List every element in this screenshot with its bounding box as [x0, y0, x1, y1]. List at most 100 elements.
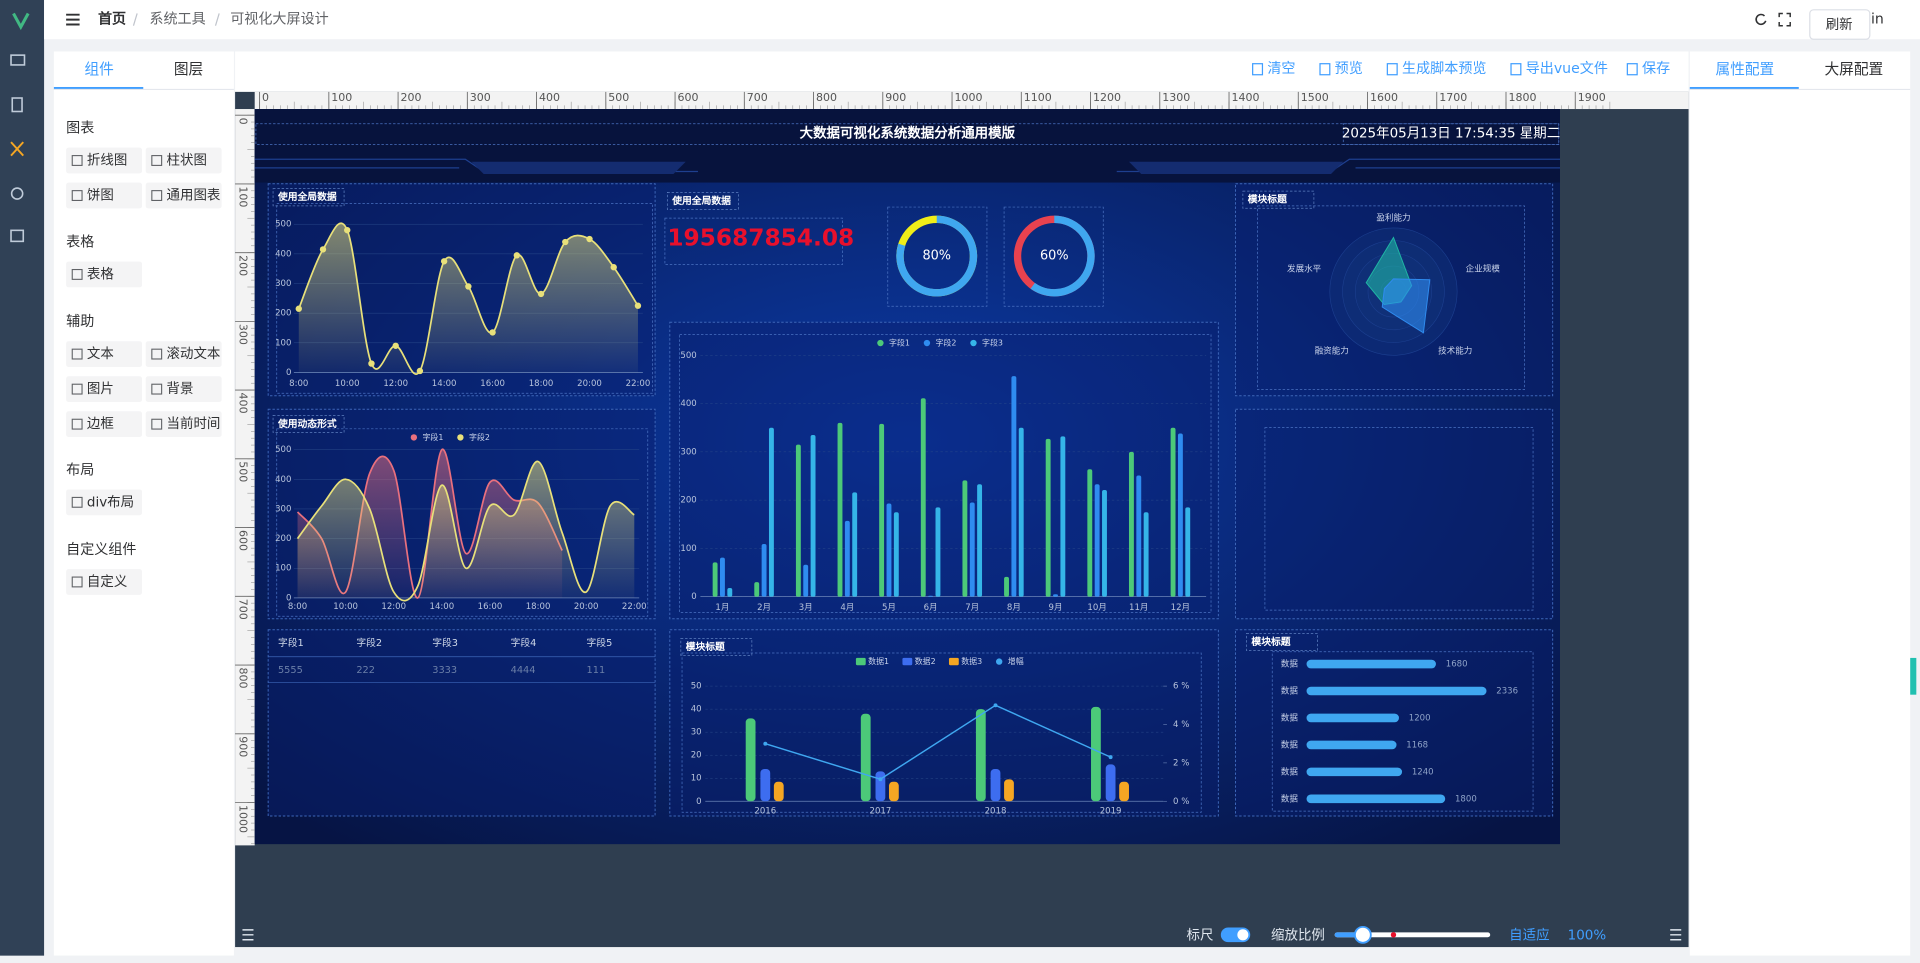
nav-icon[interactable]: [10, 187, 24, 200]
x-tick-label: 20:00: [577, 379, 602, 389]
ruler-label: 400: [236, 393, 249, 414]
menu-toggle[interactable]: [66, 13, 80, 26]
legend-label: 字段3: [982, 338, 1003, 348]
y-tick-label: 200: [680, 496, 696, 506]
x-tick-label: 2018: [985, 807, 1007, 817]
nav-icon[interactable]: [10, 54, 26, 66]
toolbar-icon: [1386, 63, 1398, 76]
screen-header: [254, 109, 1561, 183]
x-tick-label: 18:00: [529, 379, 554, 389]
component-button[interactable]: [66, 376, 143, 402]
component-button[interactable]: [66, 261, 143, 288]
toolbar-button[interactable]: 生成脚本预览: [1402, 61, 1486, 77]
component-button[interactable]: [145, 376, 222, 402]
panel: [669, 321, 1219, 620]
panel-tab[interactable]: 属性配置: [1716, 61, 1775, 78]
ruler-label: 700: [236, 599, 249, 620]
legend-label: 数据3: [961, 656, 982, 666]
toolbar-icon: [1626, 63, 1638, 76]
component-button[interactable]: [145, 147, 222, 174]
ruler-label: 500: [608, 91, 629, 104]
data-point: [489, 329, 496, 336]
component-label: 表格: [87, 266, 114, 282]
legend-marker: [855, 657, 866, 666]
fit-button[interactable]: 自适应: [1509, 926, 1549, 943]
tab-indicator: [53, 86, 144, 90]
component-label: 文本: [87, 346, 114, 362]
nav-icon[interactable]: [11, 97, 23, 113]
user-name[interactable]: in: [1871, 12, 1884, 28]
toolbar-button[interactable]: 导出vue文件: [1526, 61, 1608, 77]
component-label: 通用图表: [167, 188, 221, 204]
gauge-arc: [896, 215, 978, 297]
refresh-icon[interactable]: [1755, 13, 1767, 26]
scroll-indicator: [1910, 657, 1917, 695]
value-label: 1680: [1446, 660, 1468, 670]
chart-title-box: [680, 637, 753, 656]
panel-tab[interactable]: 大屏配置: [1825, 61, 1884, 78]
y2-tick-label: 6 %: [1173, 682, 1189, 692]
x-tick-label: 9月: [1049, 602, 1063, 613]
component-button[interactable]: [145, 411, 222, 438]
bar: [810, 434, 816, 597]
scale-label: 缩放比例: [1271, 927, 1325, 943]
toolbar-button[interactable]: 清空: [1267, 61, 1295, 77]
group-title: 自定义组件: [66, 542, 136, 558]
panel-inner: [1257, 205, 1525, 390]
y-tick-label: 100: [275, 564, 291, 574]
settings-list-icon[interactable]: [1670, 929, 1682, 941]
data-point: [319, 246, 327, 253]
ruler-label: 1100: [1024, 91, 1052, 104]
fullscreen-icon[interactable]: [1778, 12, 1791, 27]
y-tick-label: 400: [275, 249, 291, 259]
nav-icon[interactable]: [10, 229, 25, 243]
bar: [795, 444, 801, 597]
component-button[interactable]: [66, 411, 143, 438]
breadcrumb-item[interactable]: 首页: [98, 11, 126, 28]
y-tick-label: 300: [275, 504, 291, 514]
nav-icon-active[interactable]: [10, 141, 24, 157]
bar: [920, 398, 926, 597]
component-button[interactable]: [66, 182, 143, 209]
ruler-label: 1500: [1301, 91, 1329, 104]
toolbar-button[interactable]: 预览: [1335, 61, 1363, 77]
layer-list-icon[interactable]: [242, 929, 254, 941]
component-button[interactable]: [66, 489, 143, 516]
bar: [1119, 781, 1129, 802]
component-button[interactable]: [66, 147, 143, 174]
toolbar-button[interactable]: 保存: [1642, 61, 1670, 77]
x-tick-label: 10:00: [335, 379, 360, 389]
value-label: 1168: [1406, 740, 1428, 750]
panel-tab[interactable]: 图层: [174, 61, 203, 78]
y-tick-label: 10: [691, 774, 702, 784]
y-tick-label: 0: [286, 593, 291, 603]
category-label: 数据: [1281, 738, 1299, 750]
legend-label: 增幅: [1008, 656, 1024, 666]
bar: [745, 718, 756, 802]
ruler-label: 100: [236, 186, 249, 207]
ruler-label: 0: [236, 118, 249, 125]
x-tick-label: 8:00: [289, 379, 308, 389]
component-label: 折线图: [87, 152, 127, 168]
x-tick-label: 16:00: [480, 379, 505, 389]
y-tick-label: 20: [691, 751, 702, 761]
component-button[interactable]: [66, 341, 143, 367]
zoom-value: 100%: [1568, 927, 1607, 943]
component-button[interactable]: [145, 182, 222, 209]
x-tick-label: 14:00: [430, 602, 455, 612]
component-button[interactable]: [66, 569, 143, 595]
ruler-label: 1800: [1508, 91, 1536, 104]
radar-indicator: 盈利能力: [1376, 212, 1410, 224]
slider-knob[interactable]: [1353, 925, 1372, 944]
breadcrumb-item[interactable]: 系统工具: [149, 12, 205, 28]
panel-tab[interactable]: 组件: [84, 61, 113, 78]
value-label: 1240: [1412, 767, 1434, 777]
y-tick-label: 0: [691, 592, 696, 602]
x-tick-label: 4月: [840, 602, 854, 613]
component-label: 柱状图: [167, 152, 207, 168]
ruler-label: 300: [236, 324, 249, 345]
chart-title: 模块标题: [686, 640, 725, 653]
bar: [1053, 594, 1058, 597]
radar-indicator: 发展水平: [1287, 262, 1322, 274]
component-button[interactable]: [145, 341, 222, 367]
